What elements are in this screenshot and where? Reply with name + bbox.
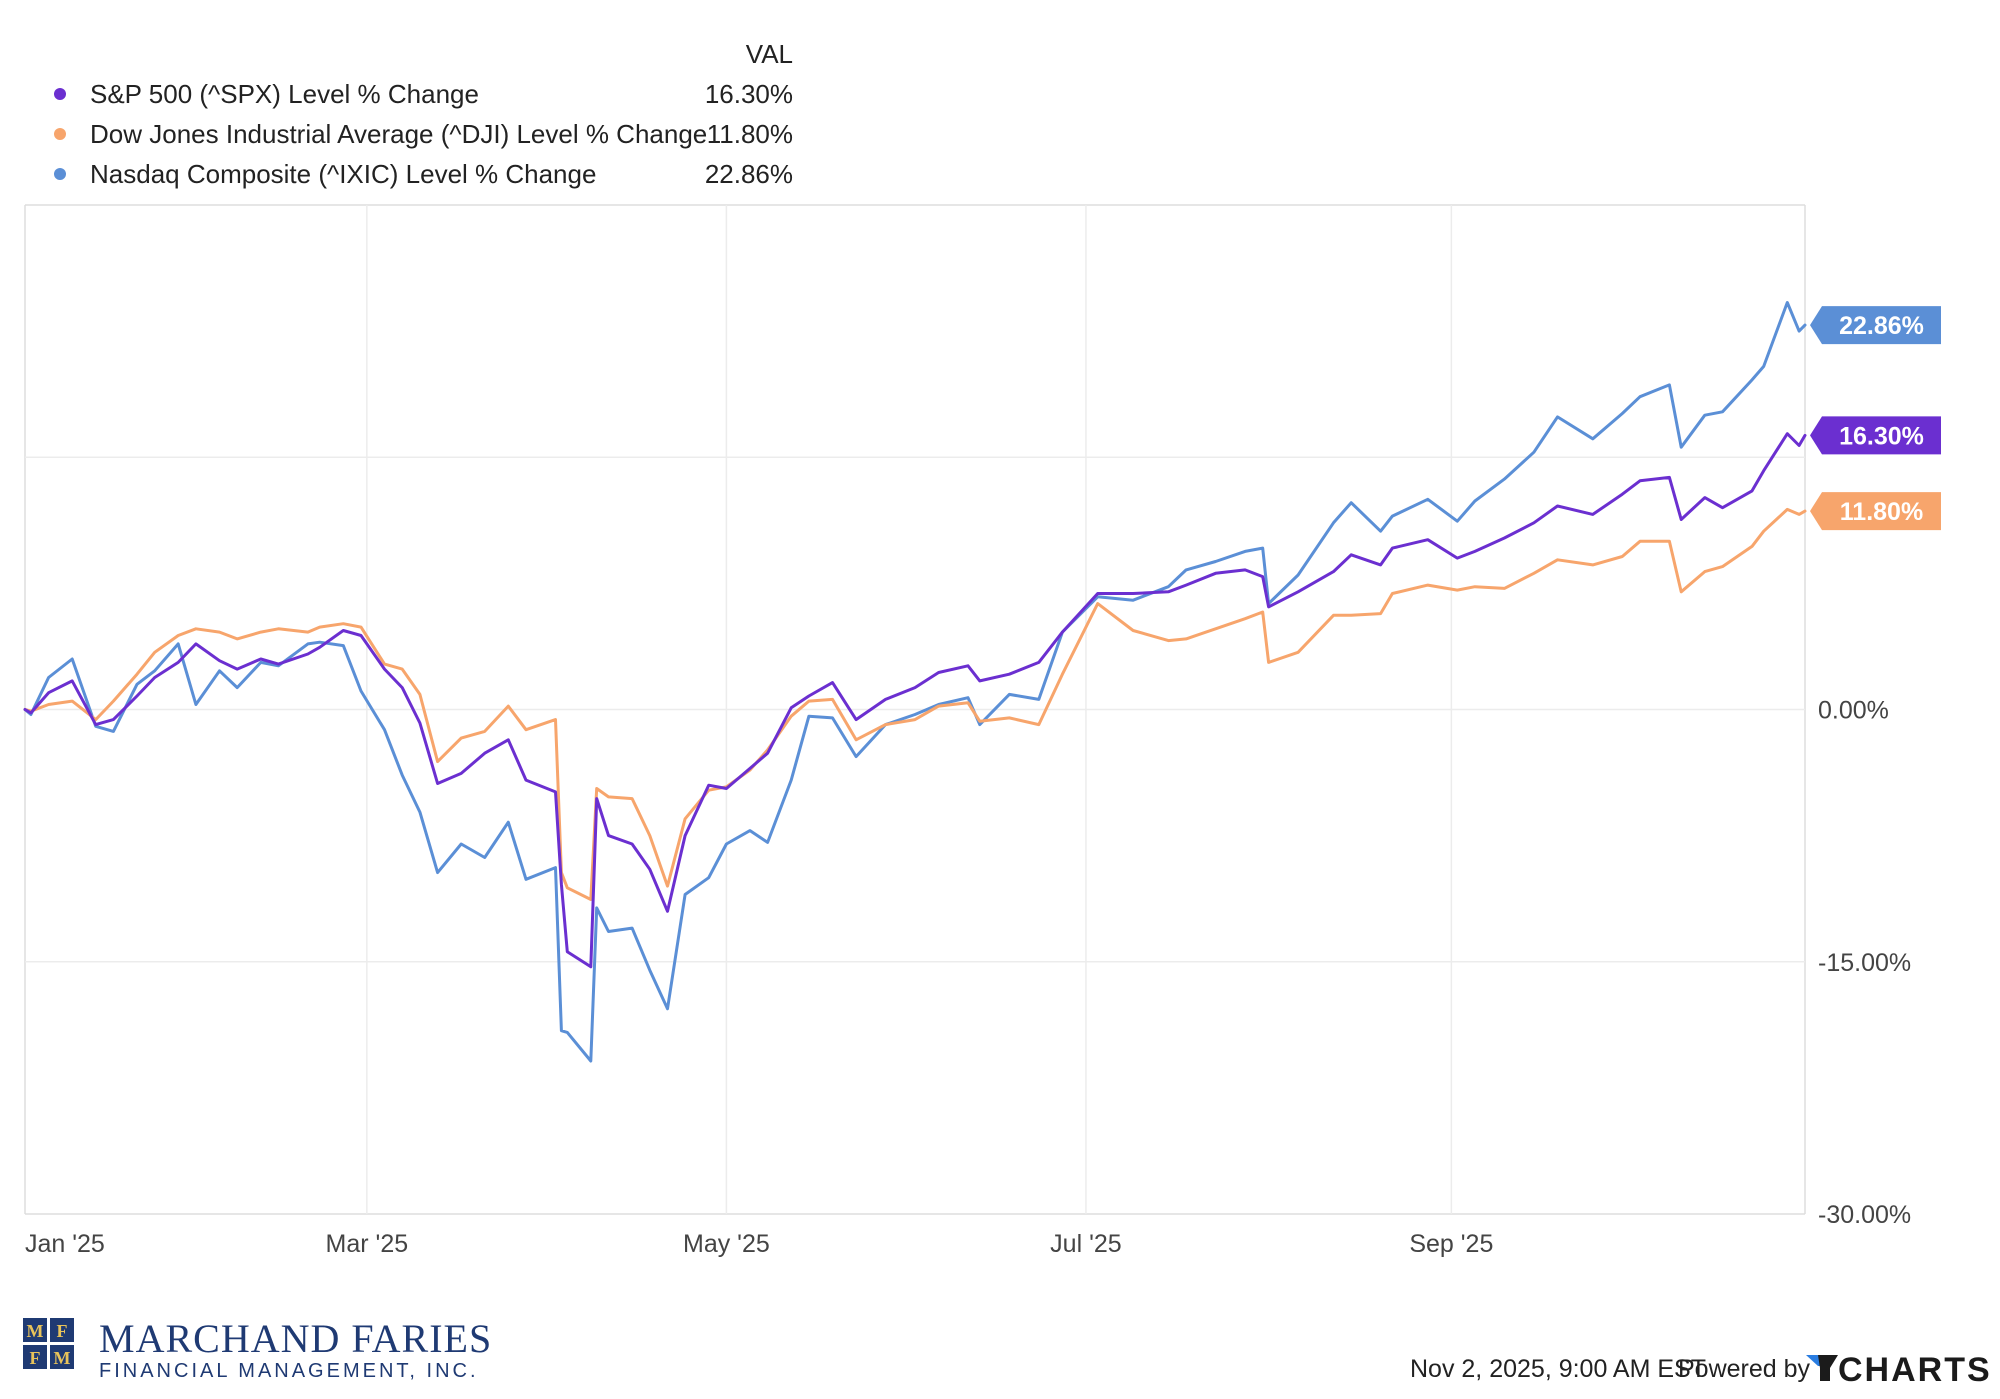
grid (25, 205, 1805, 1214)
end-badge-shape-dji (1810, 492, 1941, 531)
logo-tile-3 (23, 1345, 47, 1369)
end-badge-dji: 11.80% (1810, 492, 1941, 531)
footer-timestamp: Nov 2, 2025, 9:00 AM EST (1410, 1355, 1706, 1383)
x-tick-jul-25: Jul '25 (1050, 1230, 1121, 1258)
series-line-ixic (23, 301, 1807, 1063)
logo-tile-4 (50, 1345, 74, 1369)
legend: VAL S&P 500 (^SPX) Level % Change 16.30%… (54, 39, 793, 189)
y-axis: 0.00% -15.00% -30.00% (1818, 697, 1911, 1230)
x-tick-may-25: May '25 (683, 1230, 770, 1258)
end-badge-label-ixic: 22.86% (1839, 312, 1924, 340)
end-badge-spx: 16.30% (1810, 416, 1941, 455)
legend-value-header: VAL (746, 39, 793, 69)
end-badge-shape-spx (1810, 416, 1941, 455)
logo-letter-2: F (57, 1321, 68, 1341)
x-tick-sep-25: Sep '25 (1409, 1230, 1493, 1258)
y-tick-15-00: -15.00% (1818, 949, 1911, 977)
logo-letter-4: M (54, 1348, 71, 1368)
brand-logo: M F F M MARCHAND FARIES FINANCIAL MANAGE… (23, 1316, 492, 1382)
logo-tile-1 (23, 1318, 47, 1342)
logo-tile-2 (50, 1318, 74, 1342)
legend-value-spx: 16.30% (705, 79, 793, 109)
legend-label-spx: S&P 500 (^SPX) Level % Change (90, 79, 479, 109)
series-line-dji (23, 507, 1807, 901)
ycharts-wordmark: CHARTS (1838, 1351, 1992, 1389)
end-badge-shape-ixic (1810, 306, 1941, 345)
legend-marker-dji (54, 128, 66, 140)
end-value-badges: 22.86% 16.30% 11.80% (1810, 306, 1941, 531)
logo-letter-3: F (30, 1348, 41, 1368)
series-line-spx (23, 432, 1807, 969)
legend-marker-spx (54, 88, 66, 100)
y-tick-30-00: -30.00% (1818, 1201, 1911, 1229)
legend-label-ixic: Nasdaq Composite (^IXIC) Level % Change (90, 159, 596, 189)
ycharts-y-icon (1806, 1355, 1838, 1381)
x-tick-mar-25: Mar '25 (326, 1230, 409, 1258)
legend-value-ixic: 22.86% (705, 159, 793, 189)
y-tick-0-00: 0.00% (1818, 697, 1889, 725)
footer-powered-by: Powered by (1678, 1355, 1811, 1383)
logo-letter-1: M (27, 1321, 44, 1341)
footer-attribution: Nov 2, 2025, 9:00 AM EST Powered by CHAR… (1410, 1351, 1992, 1389)
x-tick-jan-25: Jan '25 (25, 1230, 105, 1258)
brand-subtitle: FINANCIAL MANAGEMENT, INC. (99, 1360, 479, 1382)
x-axis: Jan '25 Mar '25 May '25 Jul '25 Sep '25 (25, 1230, 1493, 1258)
legend-marker-ixic (54, 168, 66, 180)
end-badge-label-spx: 16.30% (1839, 422, 1924, 450)
end-badge-ixic: 22.86% (1810, 306, 1941, 345)
series-lines (23, 301, 1807, 1063)
end-badge-label-dji: 11.80% (1840, 498, 1923, 526)
brand-name: MARCHAND FARIES (99, 1316, 492, 1361)
legend-label-dji: Dow Jones Industrial Average (^DJI) Leve… (90, 119, 707, 149)
legend-value-dji: 11.80% (707, 119, 793, 149)
